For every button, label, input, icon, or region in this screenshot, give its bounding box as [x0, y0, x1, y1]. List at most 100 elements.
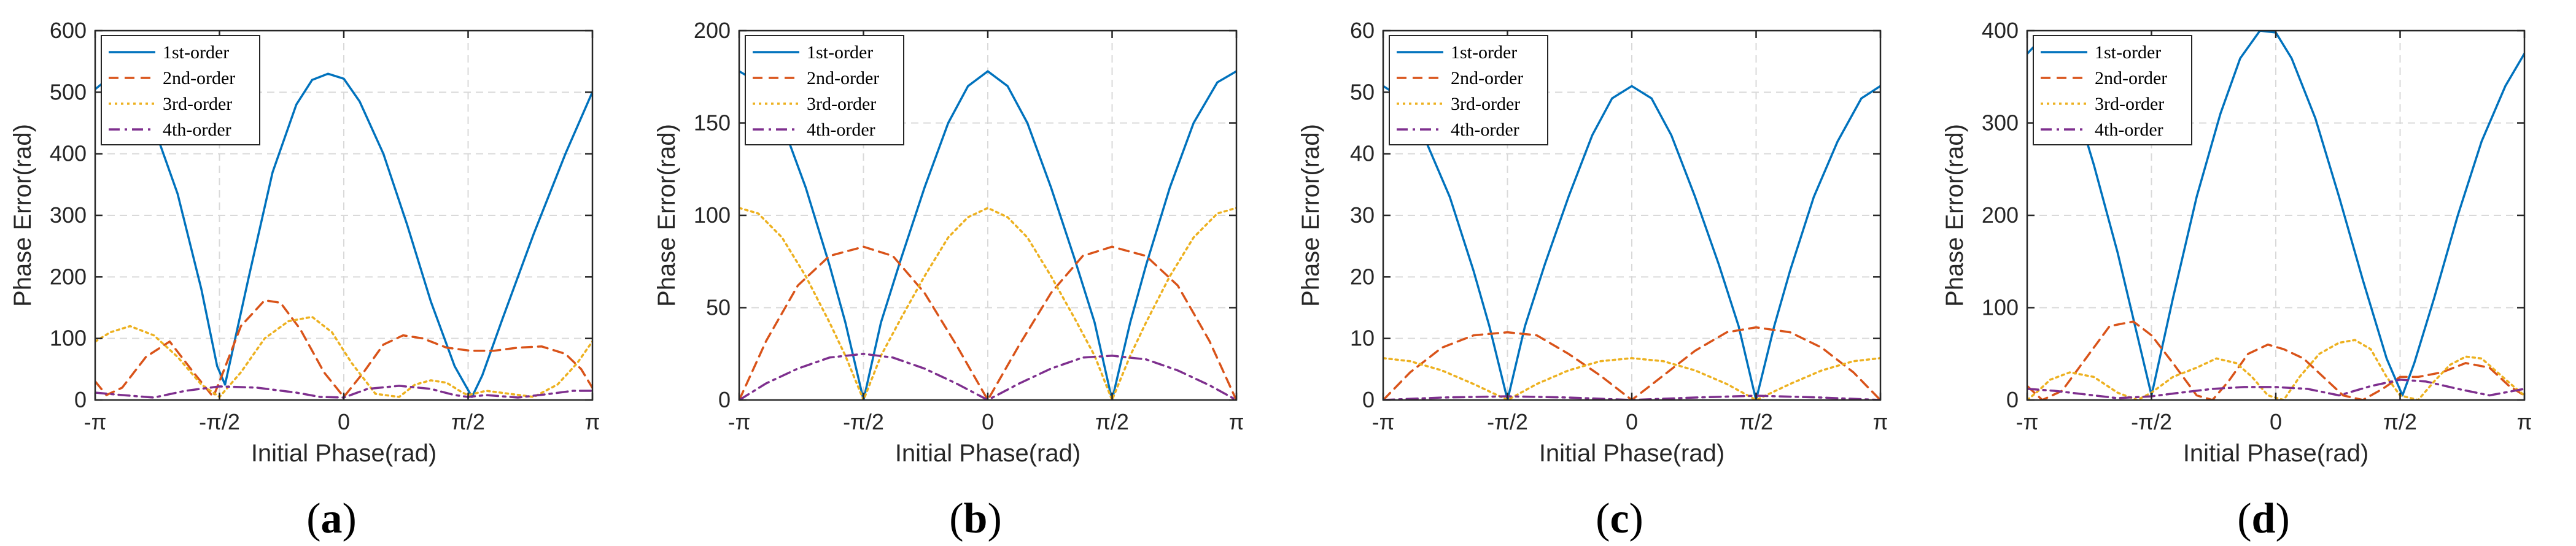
- legend-entry-label: 1st-order: [163, 42, 229, 63]
- y-tick-label: 10: [1350, 326, 1375, 351]
- series-line-2nd-order: [2027, 320, 2524, 400]
- x-tick-label: π/2: [2383, 409, 2417, 434]
- legend-entry-label: 3rd-order: [807, 94, 876, 114]
- x-tick-label: -π/2: [2131, 409, 2172, 434]
- grid: [95, 31, 592, 400]
- y-tick-label: 200: [1982, 202, 2019, 228]
- x-tick-label: -π: [2016, 409, 2039, 434]
- x-tick-label: -π: [84, 409, 107, 434]
- legend-entry-label: 3rd-order: [163, 94, 232, 114]
- y-tick-label: 100: [694, 202, 731, 228]
- x-tick-label: π: [1229, 409, 1244, 434]
- legend-entry-label: 1st-order: [807, 42, 873, 63]
- y-tick-label: 0: [1362, 387, 1375, 412]
- y-tick-label: 400: [1982, 18, 2019, 43]
- legend-entry-label: 4th-order: [163, 120, 231, 140]
- x-axis-label: Initial Phase(rad): [251, 440, 436, 467]
- y-axis-label: Phase Error(rad): [653, 124, 680, 307]
- legend-entry-label: 3rd-order: [1451, 94, 1520, 114]
- legend: 1st-order 2nd-order 3rd-order 4th-order: [745, 35, 904, 145]
- series-line-1st-order: [95, 72, 592, 398]
- x-axis-label: Initial Phase(rad): [1539, 440, 1724, 467]
- y-axis-label: Phase Error(rad): [1941, 124, 1968, 307]
- chart-panel-c: 0 10 20 30 40 50 60 -π -π/2 0 π/2 π Initial Phase(ra…: [1297, 18, 1888, 542]
- chart-panel-b: 0 50 100 150 200 -π -π/2 0 π/2 π Initial Phase(rad…: [653, 18, 1244, 542]
- series-line-4th-order: [1383, 394, 1880, 400]
- y-tick-label: 150: [694, 110, 731, 136]
- series-line-1st-order: [2027, 31, 2524, 397]
- legend-entry-label: 1st-order: [1451, 42, 1517, 63]
- legend-box: [1389, 35, 1548, 145]
- series-line-2nd-order: [739, 245, 1236, 400]
- series-line-4th-order: [2027, 379, 2524, 399]
- x-tick-label: π: [585, 409, 600, 434]
- legend-entry-label: 2nd-order: [807, 68, 879, 88]
- legend-entry-label: 4th-order: [1451, 120, 1519, 140]
- y-axis-label: Phase Error(rad): [9, 124, 36, 307]
- x-tick-label: 0: [1626, 409, 1638, 434]
- y-tick-label: 50: [1350, 79, 1375, 104]
- y-tick-label: 50: [706, 295, 731, 320]
- y-tick-label: 100: [50, 326, 87, 351]
- legend-entry-label: 4th-order: [2095, 120, 2163, 140]
- x-tick-label: π: [2517, 409, 2532, 434]
- y-tick-label: 600: [50, 18, 87, 43]
- y-tick-label: 60: [1350, 18, 1375, 43]
- y-tick-label: 0: [2006, 387, 2019, 412]
- grid: [2027, 31, 2524, 400]
- x-tick-label: π: [1873, 409, 1888, 434]
- x-axis-label: Initial Phase(rad): [2183, 440, 2368, 467]
- series-line-3rd-order: [1383, 357, 1880, 400]
- x-tick-label: -π/2: [199, 409, 240, 434]
- y-tick-label: 40: [1350, 141, 1375, 166]
- series-line-4th-order: [95, 385, 592, 399]
- y-tick-label: 200: [50, 264, 87, 289]
- grid: [739, 31, 1236, 400]
- y-tick-label: 20: [1350, 264, 1375, 289]
- x-tick-label: -π/2: [1487, 409, 1528, 434]
- y-tick-label: 400: [50, 141, 87, 166]
- x-tick-label: π/2: [1095, 409, 1129, 434]
- x-tick-label: -π: [1372, 409, 1395, 434]
- x-tick-label: π/2: [451, 409, 485, 434]
- panel-label: (b): [949, 495, 1002, 542]
- panel-label: (d): [2237, 495, 2290, 542]
- legend: 1st-order 2nd-order 3rd-order 4th-order: [101, 35, 260, 145]
- series-line-2nd-order: [95, 299, 592, 398]
- x-axis-label: Initial Phase(rad): [895, 440, 1080, 467]
- legend: 1st-order 2nd-order 3rd-order 4th-order: [1389, 35, 1548, 145]
- panel-label: (c): [1596, 495, 1643, 542]
- series-group: [1383, 85, 1880, 400]
- y-tick-label: 0: [74, 387, 87, 412]
- y-tick-label: 100: [1982, 295, 2019, 320]
- series-group: [95, 72, 592, 399]
- series-line-3rd-order: [2027, 339, 2524, 400]
- series-line-3rd-order: [739, 207, 1236, 400]
- legend-entry-label: 2nd-order: [163, 68, 235, 88]
- panel-label: (a): [306, 495, 357, 542]
- legend-entry-label: 2nd-order: [2095, 68, 2167, 88]
- x-tick-label: 0: [338, 409, 350, 434]
- y-tick-label: 200: [694, 18, 731, 43]
- x-tick-label: 0: [982, 409, 994, 434]
- y-tick-label: 0: [718, 387, 731, 412]
- legend-box: [101, 35, 260, 145]
- x-tick-label: π/2: [1739, 409, 1773, 434]
- legend-entry-label: 1st-order: [2095, 42, 2161, 63]
- x-tick-label: 0: [2270, 409, 2282, 434]
- chart-panel-d: 0 100 200 300 400 -π -π/2 0 π/2 π Initial Phase(ra…: [1941, 18, 2532, 542]
- legend-entry-label: 2nd-order: [1451, 68, 1523, 88]
- y-tick-label: 30: [1350, 202, 1375, 228]
- series-line-1st-order: [739, 70, 1236, 400]
- legend-entry-label: 3rd-order: [2095, 94, 2164, 114]
- series-line-2nd-order: [1383, 326, 1880, 400]
- series-line-1st-order: [1383, 85, 1880, 400]
- legend-box: [2033, 35, 2192, 145]
- y-tick-label: 300: [50, 202, 87, 228]
- y-tick-label: 500: [50, 79, 87, 104]
- chart-panel-a: 0 100 200 300 400 500 600 -π -π/2 0 π/2 π Initial Ph…: [9, 18, 600, 542]
- x-tick-label: -π/2: [843, 409, 884, 434]
- series-group: [739, 70, 1236, 400]
- y-axis-label: Phase Error(rad): [1297, 124, 1324, 307]
